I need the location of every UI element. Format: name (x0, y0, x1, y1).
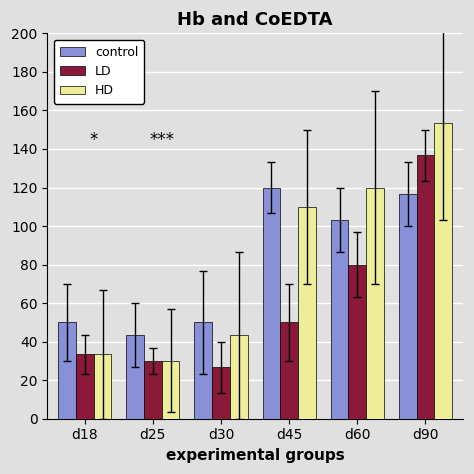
Bar (76, 355, 94, 419)
Legend: control, LD, HD: control, LD, HD (54, 40, 145, 104)
Text: ***: *** (149, 131, 174, 149)
Bar (280, 322, 298, 419)
Bar (298, 207, 316, 419)
Bar (434, 123, 452, 419)
Title: Hb and CoEDTA: Hb and CoEDTA (177, 11, 333, 29)
Bar (230, 335, 247, 419)
Bar (58, 322, 76, 419)
X-axis label: experimental groups: experimental groups (166, 448, 345, 463)
Bar (417, 155, 434, 419)
Bar (366, 188, 384, 419)
Bar (399, 194, 417, 419)
Bar (331, 219, 348, 419)
Bar (94, 355, 111, 419)
Bar (212, 367, 230, 419)
Bar (348, 264, 366, 419)
Bar (144, 361, 162, 419)
Bar (194, 322, 212, 419)
Bar (162, 361, 180, 419)
Bar (127, 335, 144, 419)
Text: *: * (90, 131, 98, 149)
Bar (263, 188, 280, 419)
